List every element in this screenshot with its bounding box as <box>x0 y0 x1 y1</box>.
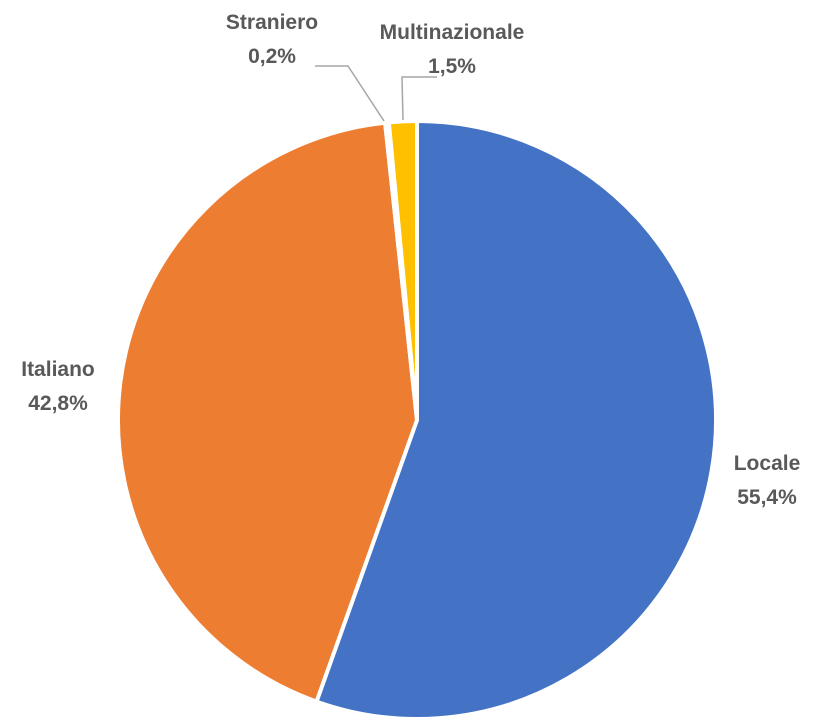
data-label-name-locale: Locale <box>734 452 801 475</box>
leader-line-multinazionale <box>401 76 437 121</box>
data-label-value-multinazionale: 1,5% <box>428 55 476 78</box>
data-labels: Locale 55,4% Italiano 42,8% Straniero 0,2% Mul… <box>21 11 800 509</box>
pie-slice-italiano <box>116 120 419 704</box>
data-label-value-straniero: 0,2% <box>248 45 296 68</box>
data-label-name-italiano: Italiano <box>21 358 95 381</box>
pie-slice-multinazionale <box>386 119 419 422</box>
data-label-value-locale: 55,4% <box>737 486 797 509</box>
pie-slice-locale <box>314 119 718 721</box>
data-label-name-straniero: Straniero <box>226 11 318 34</box>
data-label-name-multinazionale: Multinazionale <box>380 21 525 44</box>
pie-slices <box>116 119 718 721</box>
leader-lines <box>315 65 437 122</box>
leader-line-straniero <box>315 65 385 122</box>
data-label-value-italiano: 42,8% <box>28 392 88 415</box>
